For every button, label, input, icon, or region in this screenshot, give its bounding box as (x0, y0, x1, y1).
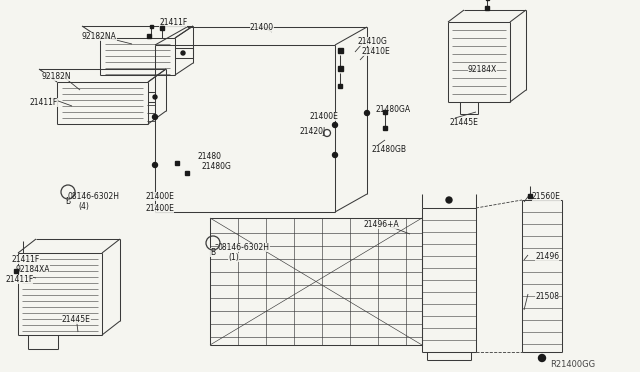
Text: 21411F: 21411F (12, 255, 40, 264)
Text: 21496+A: 21496+A (363, 220, 399, 229)
Text: 21400: 21400 (250, 23, 274, 32)
Bar (185, 171, 189, 175)
Text: 21480: 21480 (198, 152, 222, 161)
Text: 21400E: 21400E (310, 112, 339, 121)
Text: 21508: 21508 (535, 292, 559, 301)
Text: 21445E: 21445E (62, 315, 91, 324)
Bar (150, 25, 152, 28)
Text: B: B (210, 248, 215, 257)
Circle shape (365, 110, 369, 115)
Text: 21560E: 21560E (532, 192, 561, 201)
Text: 21411F: 21411F (30, 98, 58, 107)
Bar (383, 110, 387, 114)
Circle shape (446, 197, 452, 203)
Text: B: B (65, 197, 70, 206)
Circle shape (181, 51, 185, 55)
Bar (14, 269, 18, 273)
Text: 21496: 21496 (535, 252, 559, 261)
Circle shape (152, 163, 157, 167)
Circle shape (326, 132, 328, 134)
Circle shape (333, 153, 337, 157)
Text: 21480GB: 21480GB (372, 145, 407, 154)
Bar (337, 65, 342, 71)
Bar (528, 194, 532, 198)
Text: 21400E: 21400E (145, 204, 174, 213)
Text: 21411F: 21411F (5, 275, 33, 284)
Bar (337, 48, 342, 52)
Text: R21400GG: R21400GG (550, 360, 595, 369)
Circle shape (333, 122, 337, 128)
Text: (4): (4) (78, 202, 89, 211)
Text: 21445E: 21445E (450, 118, 479, 127)
Text: 21480G: 21480G (202, 162, 232, 171)
Text: 08146-6302H: 08146-6302H (68, 192, 120, 201)
Bar (338, 84, 342, 88)
Text: 92184X: 92184X (468, 65, 497, 74)
Text: 08146-6302H: 08146-6302H (218, 243, 270, 252)
Text: 92184XA: 92184XA (15, 265, 49, 274)
Bar (485, 6, 489, 10)
Bar (160, 26, 164, 30)
Circle shape (153, 95, 157, 99)
Circle shape (152, 115, 157, 119)
Bar (175, 161, 179, 165)
Text: 21411F: 21411F (159, 18, 188, 27)
Text: 92182N: 92182N (42, 72, 72, 81)
Text: 21410E: 21410E (362, 47, 391, 56)
Text: 21480GA: 21480GA (376, 105, 411, 114)
Circle shape (538, 355, 545, 362)
Text: 92182NA: 92182NA (82, 32, 117, 41)
Text: 21400E: 21400E (145, 192, 174, 201)
Text: (1): (1) (228, 253, 239, 262)
Bar (383, 126, 387, 130)
Text: 21410G: 21410G (358, 37, 388, 46)
Bar (147, 34, 151, 38)
Text: 21420J: 21420J (300, 127, 326, 136)
